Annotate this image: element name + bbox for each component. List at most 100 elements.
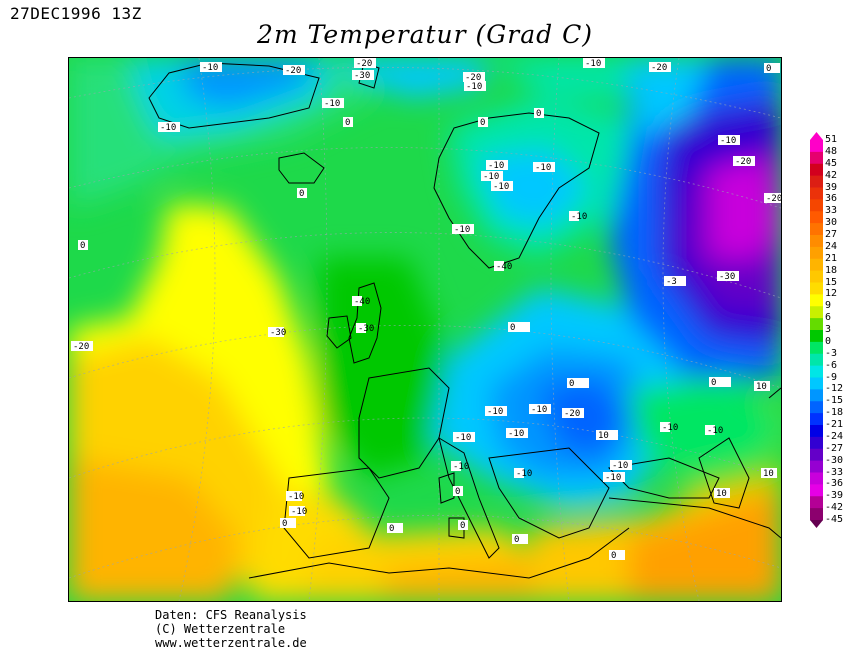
contour-label: -20 — [649, 62, 671, 73]
graticule — [69, 58, 781, 601]
svg-text:-10: -10 — [605, 473, 621, 483]
legend-swatch — [810, 353, 823, 367]
legend-swatch — [810, 187, 823, 200]
legend-label: -39 — [825, 490, 844, 502]
legend-swatch — [810, 294, 823, 307]
color-legend: 51 48 45 42 39 36 33 30 27 24 21 18 15 12 9 6 3 0 -3 -6 -9 -1… — [808, 132, 848, 528]
contour-label: 10 — [761, 468, 777, 479]
temperature-map[interactable]: -10 -20 -20 -30 -20 -10 -20 -10 -10 -10 … — [68, 57, 782, 602]
credits: Daten: CFS Reanalysis (C) Wetterzentrale… — [155, 608, 307, 650]
legend-swatch — [810, 377, 823, 390]
legend-label: 42 — [825, 169, 838, 181]
svg-text:10: 10 — [598, 431, 609, 441]
legend-swatch — [810, 425, 823, 438]
legend-label: -3 — [825, 347, 838, 359]
legend-swatch — [810, 270, 823, 283]
legend-swatch — [810, 163, 823, 177]
contour-label: 10 — [596, 430, 618, 441]
contour-label: 0 — [280, 518, 296, 529]
legend-swatch — [810, 318, 823, 331]
legend-swatch — [810, 436, 823, 450]
svg-text:10: 10 — [756, 382, 767, 392]
svg-text:-10: -10 — [291, 507, 307, 517]
legend-label: 39 — [825, 181, 838, 193]
svg-text:-10: -10 — [535, 163, 551, 173]
legend-swatch — [810, 496, 823, 509]
legend-swatch — [810, 365, 823, 378]
svg-text:0: 0 — [766, 64, 771, 74]
legend-label: 3 — [825, 324, 832, 335]
svg-text:-20: -20 — [285, 66, 301, 76]
contour-label: -10 — [289, 506, 307, 517]
svg-text:-30: -30 — [719, 272, 735, 282]
legend-label: 45 — [825, 157, 838, 169]
contour-label: 0 — [512, 534, 528, 545]
legend-label: 21 — [825, 252, 838, 264]
credit-website[interactable]: www.wetterzentrale.de — [155, 636, 307, 650]
legend-swatch — [810, 199, 823, 212]
svg-text:-10: -10 — [455, 433, 471, 443]
contour-label: -20 — [733, 156, 755, 167]
legend-label: -42 — [825, 502, 844, 514]
legend-label: -9 — [825, 371, 838, 383]
svg-text:0: 0 — [455, 487, 460, 497]
contour-label: -20 — [463, 72, 485, 83]
legend-label: -33 — [825, 466, 844, 478]
contour-label: 0 — [453, 486, 463, 497]
timestamp: 27DEC1996 13Z — [10, 4, 142, 23]
contour-label: -10 — [481, 171, 503, 182]
legend-label: 9 — [825, 300, 832, 312]
legend-label: -6 — [825, 359, 838, 371]
legend-swatch — [810, 330, 823, 343]
contour-label: -30 — [356, 323, 374, 334]
svg-text:-10: -10 — [516, 469, 532, 479]
contour-label: -10 — [569, 211, 587, 222]
legend-swatch — [810, 448, 823, 462]
legend-swatch — [810, 484, 823, 497]
svg-text:-10: -10 — [585, 59, 601, 69]
contour-label: -20 — [71, 341, 93, 352]
legend-swatch — [810, 235, 823, 248]
legend-swatch — [810, 151, 823, 165]
legend-swatch — [810, 282, 823, 295]
svg-text:-30: -30 — [354, 71, 370, 81]
legend-label: -27 — [825, 442, 844, 454]
coastlines — [148, 62, 781, 579]
legend-label: 51 — [825, 134, 838, 145]
legend-colorbar — [810, 132, 823, 528]
temperature-field: -10 -20 -20 -30 -20 -10 -20 -10 -10 -10 … — [69, 58, 781, 601]
legend-swatch — [810, 223, 823, 236]
contour-label: -10 — [583, 58, 605, 69]
legend-label: -24 — [825, 430, 844, 442]
legend-swatch — [810, 401, 823, 414]
legend-swatch — [810, 140, 823, 153]
legend-swatch — [810, 389, 823, 402]
contour-label: 0 — [387, 523, 403, 534]
svg-text:-10: -10 — [466, 82, 482, 92]
contour-label: -10 — [452, 224, 474, 235]
contour-label: 0 — [78, 240, 88, 251]
svg-text:0: 0 — [711, 378, 716, 388]
contour-label: -10 — [486, 160, 508, 171]
svg-text:-10: -10 — [720, 136, 736, 146]
legend-label: -18 — [825, 407, 844, 419]
contour-label: -10 — [491, 181, 513, 192]
contour-label: -10 — [506, 428, 528, 439]
legend-label: 48 — [825, 145, 838, 157]
contour-label: -10 — [451, 461, 469, 472]
legend-swatch — [810, 306, 823, 319]
contour-label: 0 — [609, 550, 625, 561]
contour-label: -10 — [158, 122, 180, 133]
contour-label: -20 — [562, 408, 584, 419]
svg-text:-40: -40 — [354, 297, 370, 307]
legend-label: 36 — [825, 193, 838, 205]
legend-label: 24 — [825, 240, 838, 252]
legend-label: -15 — [825, 395, 844, 407]
svg-text:0: 0 — [299, 189, 304, 199]
contour-label: -10 — [718, 135, 740, 146]
svg-text:-10: -10 — [493, 182, 509, 192]
contour-label: -10 — [322, 98, 344, 109]
legend-label: 12 — [825, 288, 838, 300]
legend-label: -30 — [825, 454, 844, 466]
contour-label: -20 — [354, 58, 376, 69]
